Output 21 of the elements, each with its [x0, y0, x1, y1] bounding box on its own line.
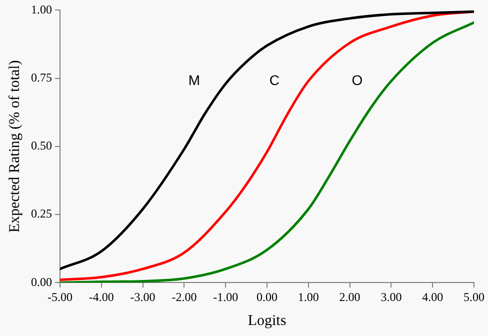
x-tick-label: 2.00: [339, 290, 360, 304]
x-tick-label: 4.00: [422, 290, 444, 304]
y-tick-label: 0.50: [31, 138, 52, 153]
x-tick-label: -3.00: [130, 290, 156, 304]
x-tick-label: -4.00: [88, 290, 114, 304]
series-label: M: [188, 72, 200, 88]
x-tick-label: 1.00: [298, 290, 319, 304]
x-tick-label: 5.00: [464, 290, 484, 304]
x-tick-label: 0.00: [256, 290, 278, 304]
x-tick-label: 3.00: [380, 290, 402, 304]
x-tick-label: -2.00: [172, 290, 197, 304]
x-axis-title: Logits: [248, 312, 286, 329]
series-label: O: [352, 72, 363, 88]
series-label: C: [269, 72, 280, 88]
y-axis-title: Expected Rating (% of total): [6, 60, 23, 233]
x-tick-label: -1.00: [213, 290, 238, 304]
y-tick-label: 0.25: [31, 206, 52, 221]
y-tick-label: 1.00: [31, 2, 52, 16]
x-tick-label: -5.00: [48, 290, 72, 304]
y-tick-label: 0.00: [31, 274, 52, 289]
y-tick-label: 0.75: [31, 70, 52, 84]
